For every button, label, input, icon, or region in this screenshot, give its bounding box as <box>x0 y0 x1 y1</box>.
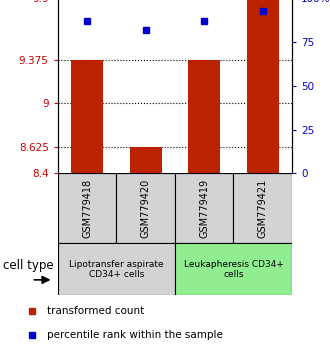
Bar <box>175 173 233 244</box>
Bar <box>175 244 292 296</box>
Text: transformed count: transformed count <box>47 306 144 316</box>
Text: Lipotransfer aspirate
CD34+ cells: Lipotransfer aspirate CD34+ cells <box>69 260 164 279</box>
Bar <box>116 173 175 244</box>
Text: Leukapheresis CD34+
cells: Leukapheresis CD34+ cells <box>183 260 283 279</box>
Text: GSM779418: GSM779418 <box>82 179 92 238</box>
Bar <box>58 173 116 244</box>
Bar <box>247 0 279 173</box>
Bar <box>234 173 292 244</box>
Bar <box>129 147 162 173</box>
Bar <box>71 60 103 173</box>
Text: cell type: cell type <box>3 259 54 273</box>
Text: GSM779421: GSM779421 <box>258 179 268 238</box>
Text: GSM779420: GSM779420 <box>141 179 150 238</box>
Text: percentile rank within the sample: percentile rank within the sample <box>47 330 223 340</box>
Bar <box>58 244 175 296</box>
Bar <box>188 60 220 173</box>
Text: GSM779419: GSM779419 <box>199 179 209 238</box>
